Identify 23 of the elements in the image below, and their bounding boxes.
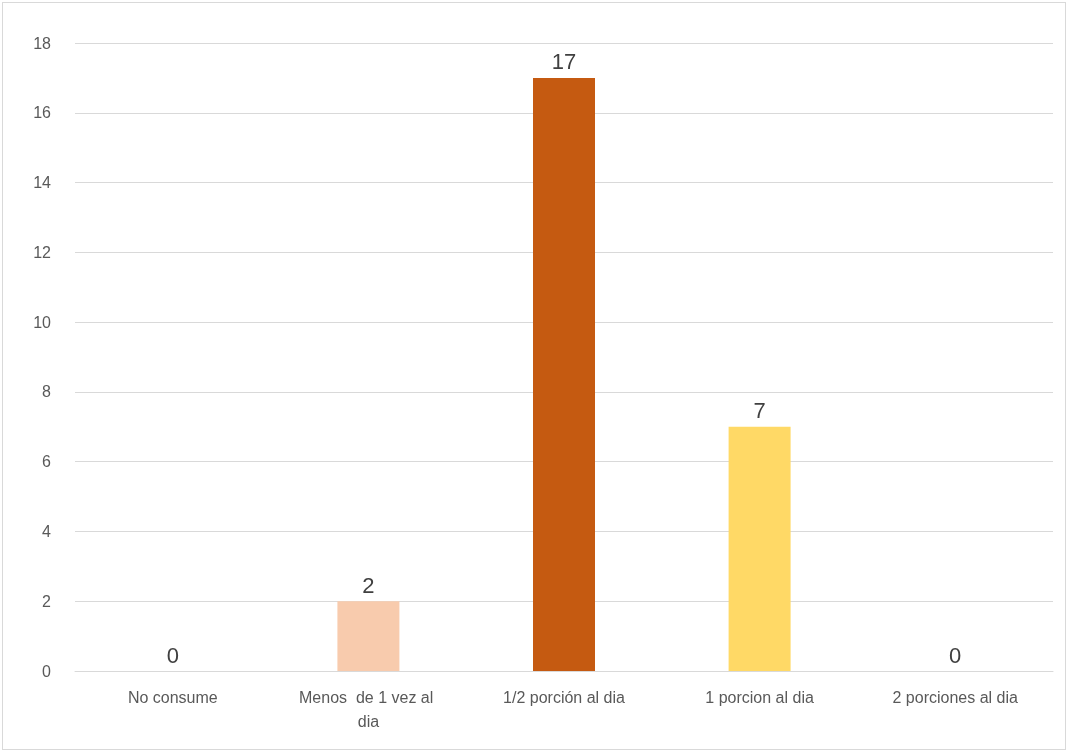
data-label: 17 <box>551 49 577 75</box>
bar <box>533 77 595 671</box>
y-tick-label: 2 <box>42 592 52 610</box>
x-tick-label: 1 porcion al dia <box>705 688 814 706</box>
y-tick-label: 16 <box>33 104 52 122</box>
x-tick-label: 2 porciones al dia <box>892 688 1018 706</box>
data-label: 7 <box>753 398 766 424</box>
x-tick-label: No consume <box>127 688 218 706</box>
y-tick-label: 12 <box>33 243 52 261</box>
y-tick-label: 18 <box>33 34 52 52</box>
y-tick-label: 14 <box>33 174 52 192</box>
data-label: 0 <box>166 642 179 668</box>
data-label: 2 <box>362 572 375 598</box>
y-tick-label: 4 <box>42 522 52 540</box>
y-tick-label: 0 <box>42 662 52 680</box>
bar <box>728 426 791 671</box>
x-tick-label: 1/2 porción al dia <box>503 688 626 706</box>
y-tick-label: 6 <box>42 453 52 471</box>
data-label: 0 <box>949 642 962 668</box>
x-tick-label: Menos de 1 vez al dia <box>299 688 438 730</box>
y-tick-label: 8 <box>42 383 52 401</box>
y-tick-label: 10 <box>33 313 52 331</box>
bar <box>337 601 400 671</box>
